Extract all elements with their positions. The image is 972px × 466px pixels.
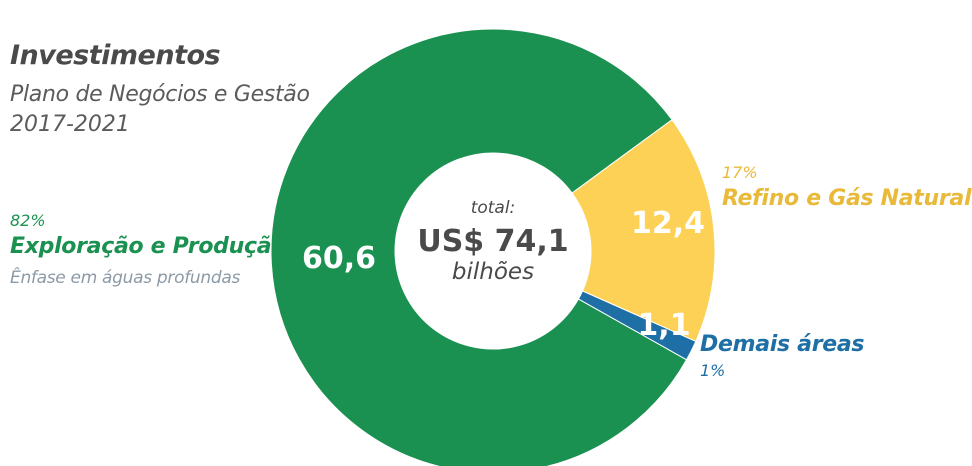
slice-label-refino: 12,4 — [631, 206, 705, 241]
center-total-unit: bilhões — [452, 259, 534, 285]
center-total-label: total: — [471, 198, 516, 218]
slice-label-exploracao: 60,6 — [302, 241, 376, 276]
legend-refino-percent: 17% — [722, 163, 758, 182]
donut-hole — [395, 153, 591, 349]
legend-exploracao-note: Ênfase em águas profundas — [10, 268, 241, 288]
legend-exploracao-name: Exploração e Produção — [10, 234, 287, 259]
legend-exploracao-percent: 82% — [10, 211, 46, 230]
legend-refino-name: Refino e Gás Natural — [722, 186, 972, 211]
legend-demais-percent: 1% — [700, 361, 726, 380]
legend-demais-name: Demais áreas — [700, 332, 865, 357]
chart-subtitle-period: 2017-2021 — [10, 112, 130, 137]
chart-subtitle: Plano de Negócios e Gestão — [10, 82, 310, 107]
center-total-value: US$ 74,1 — [417, 224, 568, 259]
chart-title: Investimentos — [10, 40, 221, 71]
slice-label-demais: 1,1 — [637, 308, 690, 343]
